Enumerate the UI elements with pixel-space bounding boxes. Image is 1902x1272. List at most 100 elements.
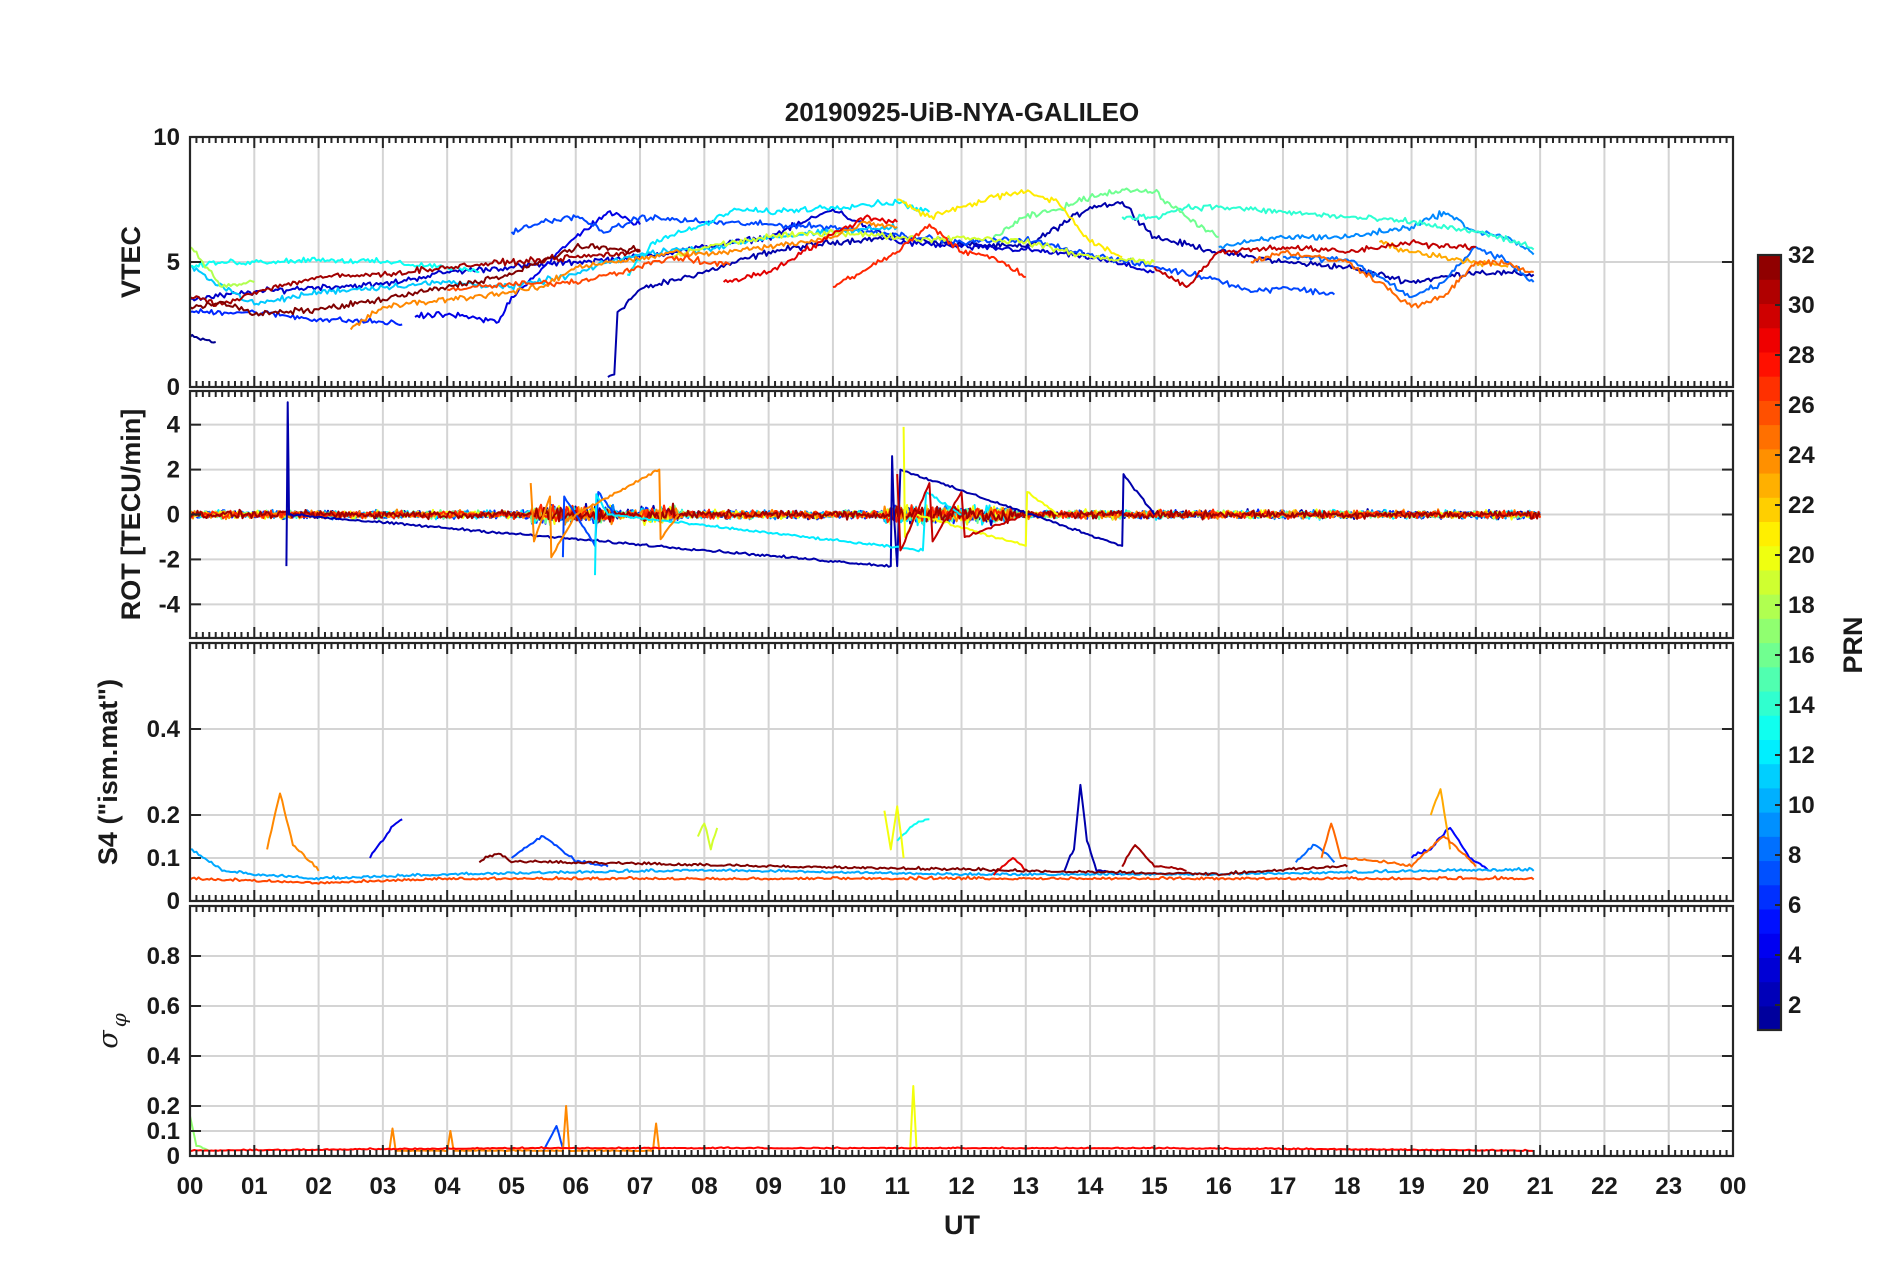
chart-title: 20190925-UiB-NYA-GALILEO [785,97,1140,127]
colorbar-segment [1758,618,1781,644]
series-prn-29 [992,857,1027,876]
y-tick-label: 0.1 [147,845,180,872]
x-tick-label: 11 [885,1173,910,1200]
y-tick-label: -2 [159,546,180,573]
y-tick-label: 10 [153,124,180,151]
x-tick-labels: 00 01 02 03 04 05 06 07 08 09 10 11 12 13 14 15 16 17 18 19… [177,1173,1747,1200]
colorbar-tick-label: 18 [1788,592,1815,619]
x-tick-label: 17 [1270,1173,1297,1200]
series-prn-31 [1121,844,1187,872]
colorbar-segment [1758,836,1781,862]
colorbar-segment [1758,424,1781,450]
series-prn-29 [722,214,898,284]
series-prn-24 [388,1105,661,1152]
colorbar-segment [1758,763,1781,789]
series-prn-28 [190,1146,1534,1152]
y-tick-label: 0.1 [147,1118,180,1145]
series-prn-18 [190,246,255,288]
colorbar-tick-label: 8 [1788,842,1801,869]
colorbar-segment [1758,690,1781,716]
series-prn-20 [909,1085,918,1152]
x-tick-label: 19 [1398,1173,1425,1200]
x-tick-label: 00 [1720,1173,1747,1200]
series-prn-23 [1429,788,1452,850]
series-prn-8 [1282,246,1535,299]
colorbar-segment [1758,497,1781,523]
series-prn-2 [1063,783,1123,877]
x-tick-label: 01 [241,1173,268,1200]
colorbar-segment [1758,860,1781,886]
series-prn-24 [266,792,320,872]
x-tick-label: 20 [1462,1173,1489,1200]
colorbar-segment [1758,400,1781,426]
colorbar-segment [1758,933,1781,958]
x-tick-label: 13 [1012,1173,1039,1200]
x-tick-label: 22 [1591,1173,1618,1200]
grid-sigma_phi [190,906,1733,1156]
ticks-S4 [189,643,1734,902]
x-tick-label: 00 [177,1173,204,1200]
y-axis-label: S4 ("ism.mat") [93,679,123,865]
colorbar-tick-label: 26 [1788,392,1815,419]
colorbar-tick-label: 24 [1788,442,1815,469]
traces-ROT [190,401,1542,576]
y-tick-label: 0 [167,1143,180,1170]
y-axis-label: σφ [93,1013,131,1048]
series-prn-17 [190,1115,210,1152]
x-tick-label: 06 [562,1173,589,1200]
panel-VTEC: 0 5 10 VTEC [116,124,1735,401]
grid-S4 [190,643,1733,901]
colorbar-segment [1758,279,1781,305]
series-prn-8 [1294,843,1336,863]
series-prn-19 [696,822,719,851]
x-tick-label: 16 [1205,1173,1232,1200]
ticks-sigma_phi [189,906,1734,1157]
y-tick-label: 4 [167,412,181,439]
y-tick-label: 0.8 [147,943,180,970]
colorbar-segment [1758,448,1781,474]
series-prn-20 [883,805,905,859]
y-tick-label: 0.6 [147,993,180,1020]
colorbar-segment [1758,666,1781,692]
ticks-ROT [189,391,1734,638]
colorbar-tick-label: 32 [1788,242,1815,269]
colorbar-label: PRN [1838,616,1868,673]
colorbar-tick-label: 30 [1788,292,1815,319]
colorbar-segment [1758,521,1781,547]
colorbar-segment [1758,981,1781,1007]
y-axis-label: ROT [TECU/min] [116,409,146,620]
colorbar-tick-label: 28 [1788,342,1815,369]
y-tick-label: 2 [167,457,180,484]
series-prn-10 [190,848,1535,881]
y-tick-label: 0.4 [147,716,181,743]
colorbar-segment [1758,787,1781,813]
colorbar-tick-label: 2 [1788,992,1801,1019]
x-tick-label: 07 [627,1173,654,1200]
x-tick-label: 09 [755,1173,782,1200]
colorbar-segment [1758,957,1781,983]
x-tick-label: 21 [1527,1173,1554,1200]
colorbar-tick-label: 6 [1788,892,1801,919]
y-tick-label: 0.2 [147,1093,180,1120]
traces-S4 [190,783,1535,885]
x-tick-label: 02 [305,1173,332,1200]
y-tick-label: -4 [159,591,181,618]
series-prn-12 [626,198,931,276]
series-prn-4 [369,818,403,859]
series-prn-25 [1320,822,1477,868]
colorbar-segment [1758,472,1781,498]
series-prn-27 [832,223,1026,288]
colorbar-segment [1758,812,1781,837]
rot-noise-prn-31 [190,502,1541,525]
x-tick-label: 04 [434,1173,461,1200]
colorbar-segment [1758,569,1781,595]
colorbar-frame [1756,253,1783,1032]
series-prn-25 [1250,249,1534,309]
colorbar-segment [1758,255,1781,280]
panel-sigma_phi: 00.10.2 0.4 0.6 0.8 σφ [93,904,1735,1170]
y-tick-label: 5 [167,249,180,276]
series-prn-32 [190,242,641,317]
series-prn-2 [285,401,1156,568]
colorbar-segment [1758,545,1781,571]
